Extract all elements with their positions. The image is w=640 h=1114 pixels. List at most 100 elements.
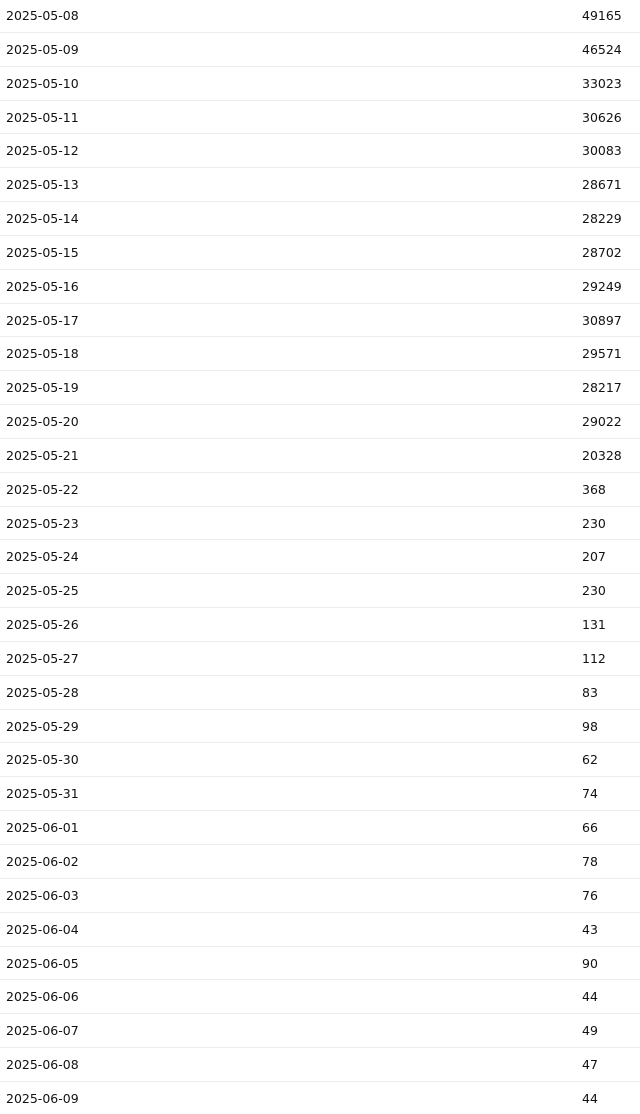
date-cell: 2025-05-28 <box>6 684 79 700</box>
value-cell: 90 <box>582 955 598 971</box>
date-cell: 2025-05-31 <box>6 786 79 802</box>
table-row: 2025-05-14 28229 <box>0 202 640 236</box>
value-cell: 49165 <box>582 8 622 23</box>
date-cell: 2025-05-24 <box>6 549 79 565</box>
value-cell: 230 <box>582 583 606 599</box>
value-cell: 20328 <box>582 447 622 463</box>
table-row: 2025-06-07 49 <box>0 1014 640 1049</box>
date-cell: 2025-05-26 <box>6 617 79 633</box>
table-row: 2025-06-08 47 <box>0 1048 640 1082</box>
value-cell: 43 <box>582 921 598 937</box>
value-cell: 112 <box>582 650 606 666</box>
table-row: 2025-05-17 30897 <box>0 304 640 338</box>
value-cell: 76 <box>582 887 598 903</box>
table-row: 2025-06-04 43 <box>0 913 640 947</box>
date-cell: 2025-06-02 <box>6 854 79 869</box>
date-cell: 2025-06-07 <box>6 1023 79 1039</box>
value-cell: 28671 <box>582 177 622 193</box>
date-cell: 2025-05-13 <box>6 177 79 193</box>
date-cell: 2025-06-09 <box>6 1090 79 1106</box>
date-cell: 2025-06-04 <box>6 921 79 937</box>
value-cell: 368 <box>582 481 606 497</box>
value-cell: 44 <box>582 989 598 1005</box>
table-row: 2025-05-31 74 <box>0 777 640 812</box>
table-row: 2025-06-01 66 <box>0 811 640 845</box>
value-cell: 33023 <box>582 75 622 91</box>
value-cell: 30083 <box>582 143 622 159</box>
date-cell: 2025-05-08 <box>6 8 79 23</box>
date-cell: 2025-05-22 <box>6 481 79 497</box>
value-cell: 30897 <box>582 312 622 328</box>
table-row: 2025-05-18 29571 <box>0 337 640 372</box>
value-cell: 30626 <box>582 109 622 125</box>
value-cell: 29249 <box>582 278 622 294</box>
table-row: 2025-05-11 30626 <box>0 101 640 135</box>
table-row: 2025-05-13 28671 <box>0 168 640 203</box>
table-row: 2025-05-10 33023 <box>0 67 640 101</box>
date-cell: 2025-05-23 <box>6 515 79 531</box>
date-cell: 2025-05-21 <box>6 447 79 463</box>
value-cell: 78 <box>582 854 598 869</box>
date-cell: 2025-05-29 <box>6 718 79 734</box>
date-cell: 2025-05-16 <box>6 278 79 294</box>
table-row: 2025-05-12 30083 <box>0 134 640 169</box>
date-cell: 2025-05-27 <box>6 650 79 666</box>
value-cell: 62 <box>582 752 598 768</box>
value-cell: 131 <box>582 617 606 633</box>
date-cell: 2025-06-06 <box>6 989 79 1005</box>
table-row: 2025-05-27 112 <box>0 642 640 676</box>
table-row: 2025-05-25 230 <box>0 574 640 609</box>
date-cell: 2025-05-18 <box>6 346 79 362</box>
value-cell: 28217 <box>582 380 622 396</box>
value-cell: 66 <box>582 820 598 836</box>
date-cell: 2025-05-25 <box>6 583 79 599</box>
table-row: 2025-05-15 28702 <box>0 236 640 270</box>
value-cell: 29571 <box>582 346 622 362</box>
date-cell: 2025-05-11 <box>6 109 79 125</box>
date-cell: 2025-06-08 <box>6 1057 79 1073</box>
value-cell: 98 <box>582 718 598 734</box>
value-cell: 230 <box>582 515 606 531</box>
table-row: 2025-05-08 49165 <box>0 0 640 33</box>
table-row: 2025-06-06 44 <box>0 980 640 1015</box>
date-cell: 2025-06-05 <box>6 955 79 971</box>
table-row: 2025-05-26 131 <box>0 608 640 642</box>
table-row: 2025-05-09 46524 <box>0 33 640 67</box>
value-cell: 28229 <box>582 211 622 227</box>
date-cell: 2025-05-14 <box>6 211 79 227</box>
date-cell: 2025-05-12 <box>6 143 79 159</box>
value-cell: 207 <box>582 549 606 565</box>
table-row: 2025-05-21 20328 <box>0 439 640 473</box>
value-cell: 74 <box>582 786 598 802</box>
table-row: 2025-05-30 62 <box>0 743 640 778</box>
table-row: 2025-05-16 29249 <box>0 270 640 304</box>
date-cell: 2025-05-30 <box>6 752 79 768</box>
date-cell: 2025-05-09 <box>6 41 79 57</box>
table-row: 2025-06-09 44 <box>0 1082 640 1114</box>
value-cell: 44 <box>582 1090 598 1106</box>
table-row: 2025-05-24 207 <box>0 540 640 575</box>
date-cell: 2025-05-20 <box>6 414 79 430</box>
table-row: 2025-06-03 76 <box>0 879 640 913</box>
date-cell: 2025-05-17 <box>6 312 79 328</box>
value-cell: 47 <box>582 1057 598 1073</box>
value-cell: 29022 <box>582 414 622 430</box>
table-row: 2025-05-22 368 <box>0 473 640 507</box>
value-cell: 83 <box>582 684 598 700</box>
table-row: 2025-05-29 98 <box>0 710 640 744</box>
date-cell: 2025-06-01 <box>6 820 79 836</box>
date-cell: 2025-05-19 <box>6 380 79 396</box>
value-cell: 28702 <box>582 244 622 260</box>
table-row: 2025-05-28 83 <box>0 676 640 710</box>
table-row: 2025-05-19 28217 <box>0 371 640 406</box>
table-row: 2025-06-05 90 <box>0 947 640 981</box>
table-row: 2025-06-02 78 <box>0 845 640 879</box>
value-cell: 46524 <box>582 41 622 57</box>
table-row: 2025-05-23 230 <box>0 507 640 541</box>
value-cell: 49 <box>582 1023 598 1039</box>
date-cell: 2025-05-15 <box>6 244 79 260</box>
table-row: 2025-05-20 29022 <box>0 405 640 439</box>
date-cell: 2025-06-03 <box>6 887 79 903</box>
date-cell: 2025-05-10 <box>6 75 79 91</box>
